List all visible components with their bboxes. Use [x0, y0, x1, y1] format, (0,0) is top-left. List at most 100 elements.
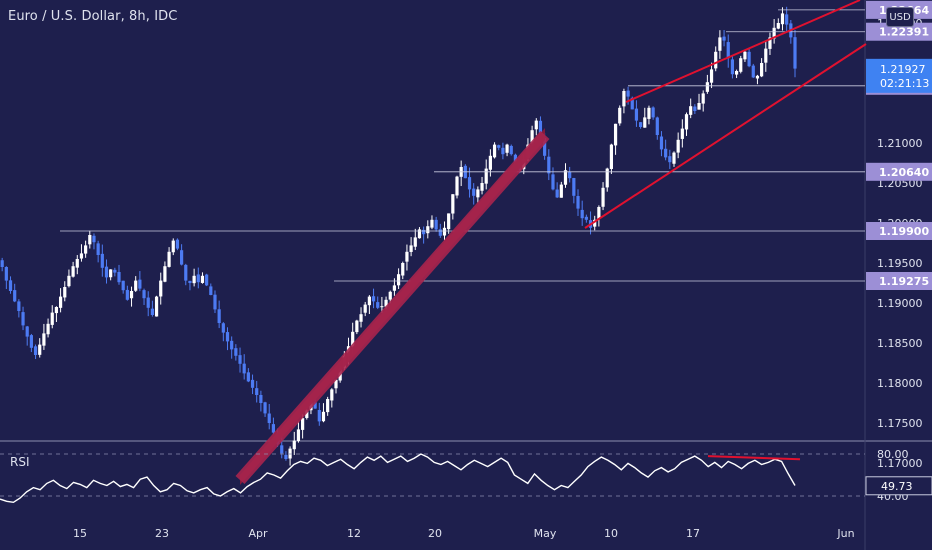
candle-body — [755, 75, 760, 79]
candle-body — [284, 454, 288, 459]
candle-body — [601, 187, 605, 207]
candle-body — [21, 312, 25, 326]
candle-body — [664, 148, 668, 158]
candle-body — [58, 296, 63, 308]
time-tick-label: May — [534, 527, 557, 540]
candle-body — [205, 274, 209, 286]
candle-body — [42, 333, 46, 346]
candle-body — [217, 309, 221, 323]
candle-body — [492, 144, 497, 158]
candle-body — [100, 253, 104, 268]
candle-body — [618, 107, 622, 124]
candle-body — [580, 209, 584, 219]
wedge-upper-line — [625, 0, 861, 103]
candles-group — [0, 6, 797, 466]
candle-body — [113, 269, 117, 273]
candle-body — [159, 280, 163, 297]
candle-body — [701, 93, 705, 104]
candle-body — [455, 176, 459, 196]
candle-body — [739, 58, 743, 72]
candle-body — [175, 239, 180, 249]
candle-body — [793, 37, 797, 69]
candle-body — [543, 137, 547, 156]
candle-body — [121, 280, 125, 291]
candle-body — [313, 402, 317, 409]
candle-body — [413, 237, 417, 247]
candle-body — [697, 103, 701, 110]
price-tick-label: 1.19500 — [877, 257, 923, 270]
candle-body — [501, 147, 505, 155]
candle-body — [75, 259, 79, 268]
candle-body — [50, 312, 54, 325]
price-level-badge — [866, 22, 932, 41]
candle-body — [109, 269, 113, 278]
candle-body — [17, 301, 21, 311]
candle-body — [92, 235, 96, 243]
candle-body — [4, 266, 8, 281]
currency-button[interactable]: USD — [886, 7, 914, 27]
candle-body — [367, 296, 371, 306]
candle-body — [547, 156, 551, 174]
candle-body — [480, 183, 484, 191]
price-level-badge — [866, 272, 932, 290]
candle-body — [597, 207, 601, 219]
candle-body — [734, 71, 739, 75]
candle-body — [13, 290, 17, 302]
candle-body — [693, 106, 697, 111]
candle-body — [263, 402, 267, 414]
candle-body — [334, 379, 338, 389]
candle-body — [676, 139, 680, 153]
candle-body — [134, 280, 138, 291]
rsi-value-badge — [865, 476, 932, 496]
candle-body — [505, 144, 509, 153]
candle-body — [605, 168, 609, 188]
candle-body — [154, 296, 159, 317]
candle-body — [355, 320, 359, 333]
candle-body — [396, 274, 401, 286]
candle-body — [125, 289, 129, 300]
candle-body — [747, 51, 751, 67]
candle-body — [730, 59, 735, 75]
candle-body — [626, 90, 630, 97]
candle-body — [129, 291, 134, 299]
candle-body — [722, 36, 726, 41]
candle-body — [146, 297, 150, 308]
candle-body — [317, 410, 321, 422]
candle-body — [96, 243, 100, 255]
candle-body — [639, 122, 643, 127]
candle-body — [250, 379, 255, 388]
candle-body — [234, 348, 238, 356]
candle-body — [467, 177, 472, 190]
candle-body — [509, 145, 513, 155]
candle-body — [488, 155, 492, 170]
candle-body — [705, 82, 709, 92]
candle-body — [196, 274, 200, 283]
candle-body — [785, 14, 789, 25]
candle-body — [184, 264, 188, 281]
candle-body — [559, 184, 563, 198]
candle-body — [576, 196, 580, 209]
candle-body — [46, 323, 50, 335]
rsi-label: RSI — [10, 455, 30, 469]
price-level-badge — [866, 222, 932, 240]
wedge-lower-line — [584, 43, 867, 229]
price-level-badge — [866, 162, 932, 181]
candle-body — [200, 275, 205, 283]
candle-body — [321, 411, 326, 422]
candle-body — [655, 117, 659, 135]
price-level-badge-text: 1.19900 — [879, 225, 929, 238]
candle-body — [584, 216, 588, 220]
candle-body — [288, 448, 292, 459]
candle-body — [417, 229, 422, 239]
time-tick-label: 10 — [604, 527, 618, 540]
candle-body — [497, 145, 501, 148]
candle-body — [609, 144, 613, 169]
candle-body — [426, 226, 430, 234]
candle-body — [188, 280, 192, 283]
candle-body — [259, 394, 263, 403]
channel-band-body — [235, 131, 550, 484]
candle-body — [371, 296, 376, 302]
candle-body — [409, 245, 413, 252]
candle-body — [513, 154, 518, 163]
